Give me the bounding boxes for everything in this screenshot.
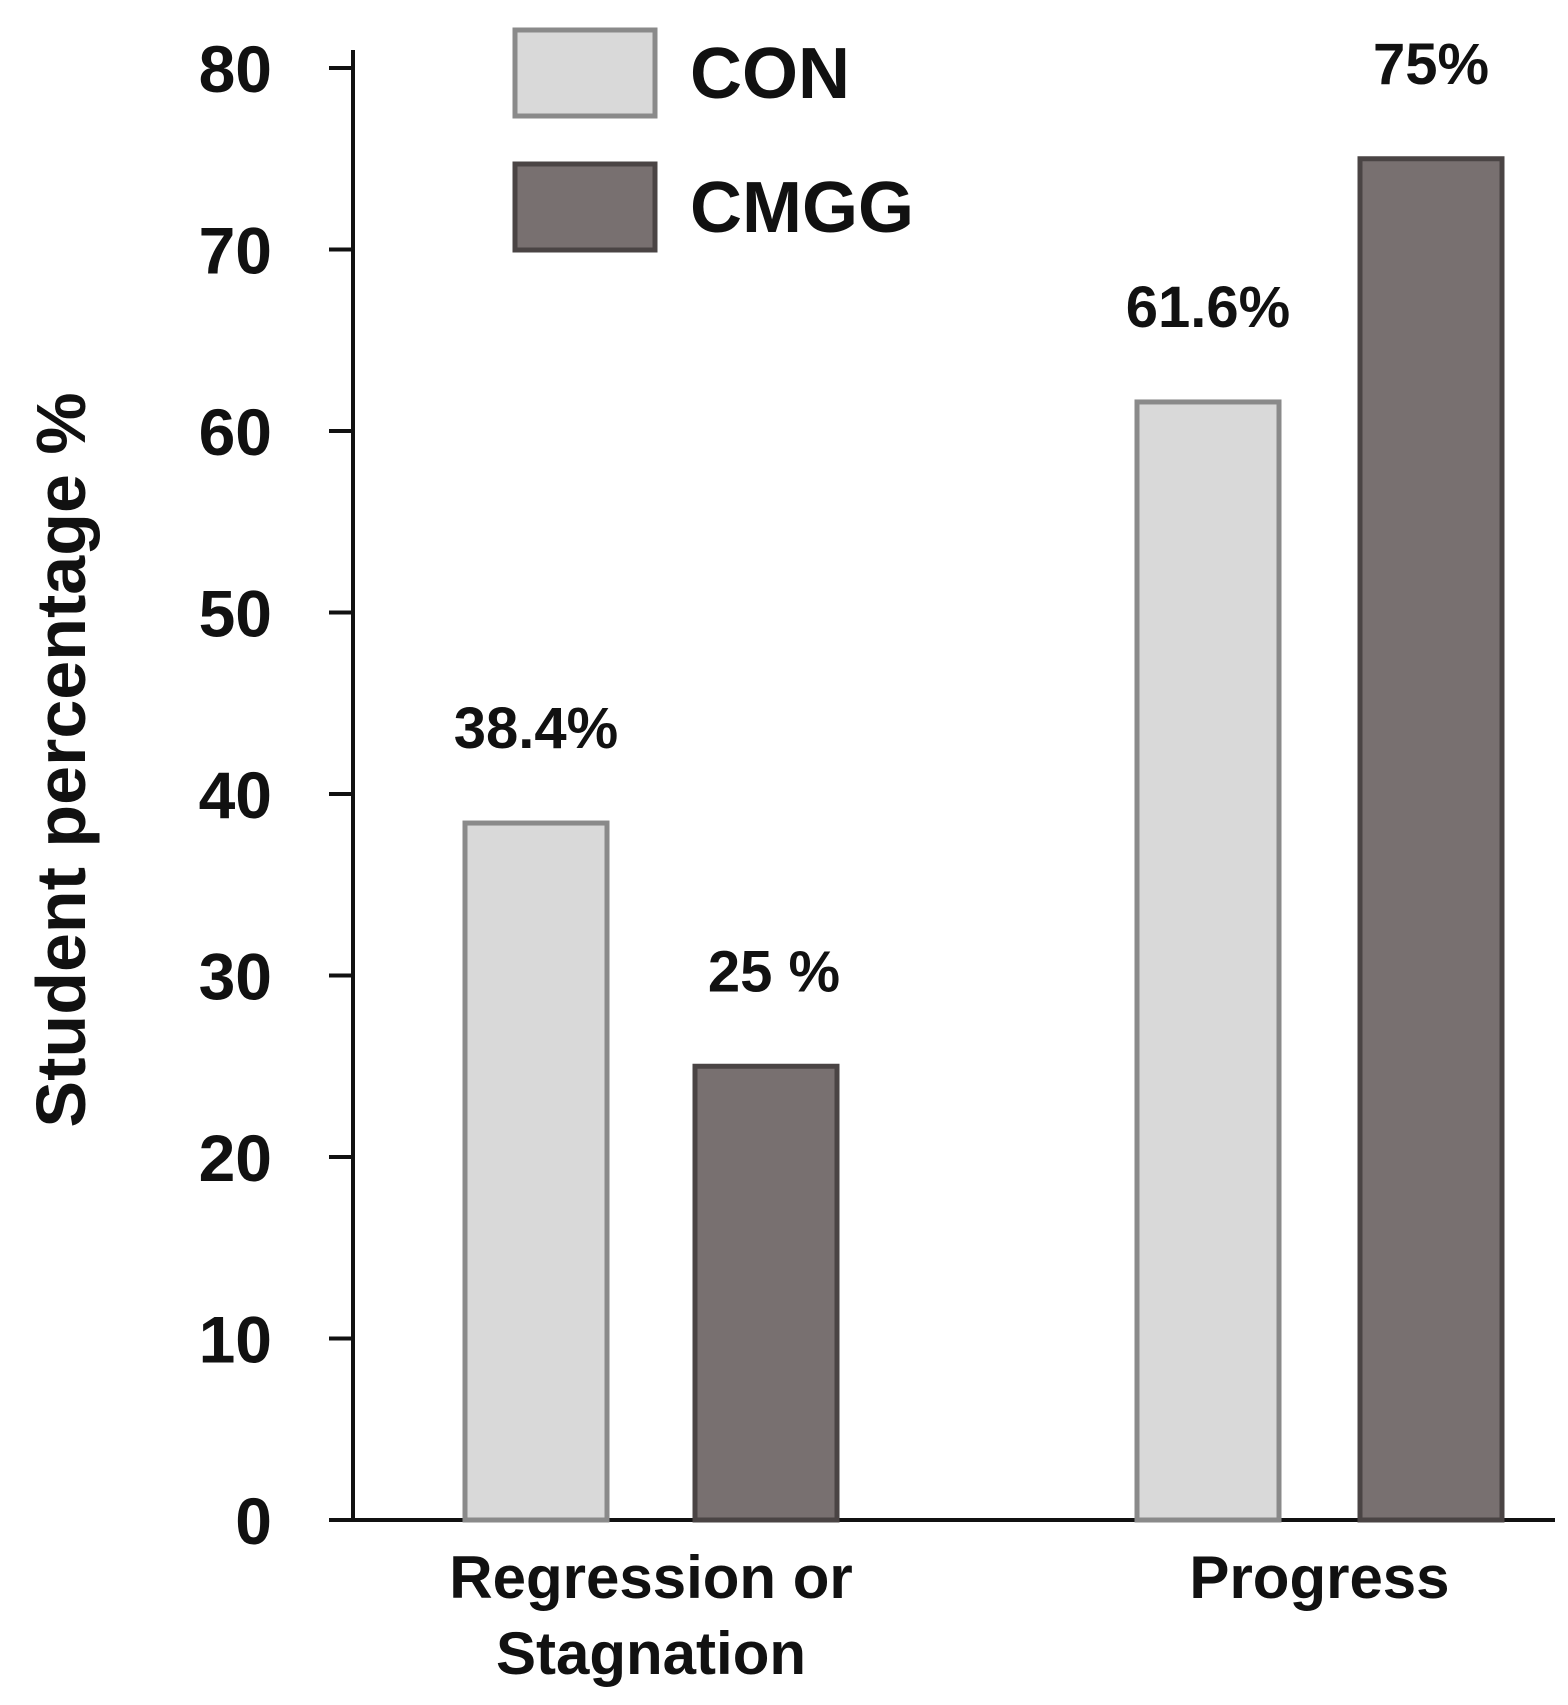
y-tick-label: 60 <box>199 395 272 469</box>
y-tick-label: 0 <box>235 1484 272 1558</box>
y-tick-label: 30 <box>199 940 272 1014</box>
bar-cmgg-progress <box>1357 156 1505 1523</box>
bar-value-label: 38.4% <box>454 696 618 761</box>
bar-value-label: 61.6% <box>1126 275 1290 340</box>
legend-label-cmgg: CMGG <box>690 168 914 248</box>
bar-cmgg-regression-or-stagnation <box>692 1063 840 1523</box>
chart-axes: 0 10 20 30 40 50 60 70 80 <box>199 32 1555 1558</box>
bar-con-progress <box>1134 399 1282 1523</box>
chart-bars: 38.4% 25 % Regression or Stagnation 61.6% 75%… <box>449 32 1505 1687</box>
y-axis-title: Student percentage % <box>22 392 100 1127</box>
x-category-label: Regression or Stagnation <box>449 1544 852 1687</box>
y-tick-label: 40 <box>199 758 272 832</box>
legend-swatch-con <box>512 27 658 119</box>
y-tick-label: 20 <box>199 1121 272 1195</box>
bar-value-label: 25 % <box>708 939 840 1004</box>
x-category-label: Progress <box>1189 1544 1449 1611</box>
y-tick-label: 50 <box>199 577 272 651</box>
legend-swatch-cmgg <box>512 161 658 253</box>
chart-legend: CON CMGG <box>512 27 914 253</box>
bar-con-regression-or-stagnation <box>462 820 610 1523</box>
y-tick-label: 80 <box>199 32 272 106</box>
y-tick-label: 10 <box>199 1303 272 1377</box>
legend-label-con: CON <box>690 34 850 114</box>
y-tick-label: 70 <box>199 214 272 288</box>
bar-value-label: 75% <box>1373 32 1489 97</box>
